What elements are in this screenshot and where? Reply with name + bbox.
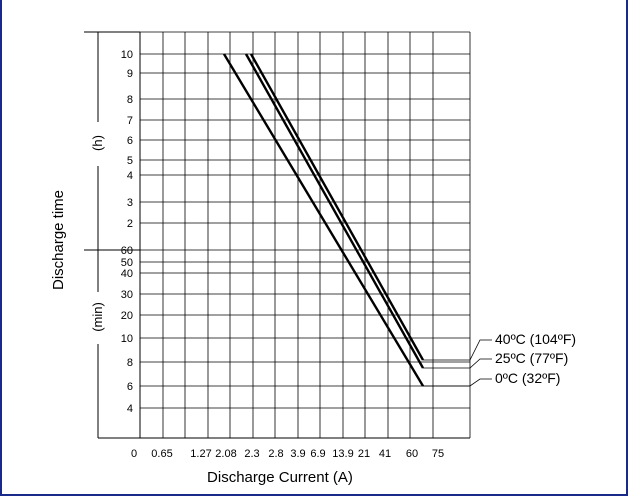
y-tick-label: 8 (127, 357, 133, 369)
axis-frame (84, 31, 470, 439)
series-lines (222, 53, 425, 387)
legend-label: 40ºC (104ºF) (495, 331, 576, 347)
x-tick-label: 60 (406, 448, 418, 460)
x-tick-label: 6.9 (310, 448, 325, 460)
x-tick-label: 2.8 (268, 448, 283, 460)
y-tick-label: 20 (121, 310, 133, 322)
y-tick-label: 40 (121, 268, 133, 280)
y-tick-label: 3 (127, 197, 133, 209)
x-tick-labels: 0 0.65 1.27 2.08 2.3 2.8 3.9 6.9 13.9 21 41 60 75 (131, 448, 444, 460)
y-tick-label: 7 (127, 115, 133, 127)
legend-leader (423, 358, 492, 369)
x-tick-label: 1.27 (190, 448, 211, 460)
x-axis-label: Discharge Current (A) (207, 469, 353, 486)
x-tick-label: 2.3 (244, 448, 259, 460)
x-tick-label: 13.9 (332, 448, 353, 460)
legend-leader (423, 339, 492, 361)
y-unit-minutes: (min) (90, 302, 105, 332)
legend-leader (423, 378, 492, 387)
x-tick-label: 41 (379, 448, 391, 460)
x-tick-label: 0 (131, 448, 137, 460)
y-tick-label: 2 (127, 218, 133, 230)
y-tick-label: 60 (121, 245, 133, 257)
series-line (222, 53, 425, 387)
x-tick-label: 21 (358, 448, 370, 460)
y-tick-label: 30 (121, 289, 133, 301)
x-tick-label: 75 (432, 448, 444, 460)
y-tick-label: 10 (121, 49, 133, 61)
y-tick-label: 4 (127, 170, 133, 182)
x-tick-label: 0.65 (151, 448, 172, 460)
y-tick-label: 50 (121, 257, 133, 269)
y-tick-label: 8 (127, 94, 133, 106)
x-tick-label: 3.9 (290, 448, 305, 460)
legend-label: 0ºC (32ºF) (495, 370, 560, 386)
y-unit-hours: (h) (90, 135, 105, 151)
y-tick-label: 5 (127, 155, 133, 167)
y-tick-label: 10 (121, 333, 133, 345)
y-tick-label: 6 (127, 135, 133, 147)
y-tick-label: 4 (127, 403, 133, 415)
series-line (244, 53, 425, 369)
chart-grid (139, 31, 471, 438)
legend-label: 25ºC (77ºF) (495, 350, 568, 366)
legend: 40ºC (104ºF) 25ºC (77ºF) 0ºC (32ºF) (423, 331, 576, 387)
x-tick-label: 2.08 (215, 448, 236, 460)
y-axis-label: Discharge time (50, 190, 67, 290)
y-tick-label: 9 (127, 68, 133, 80)
y-tick-label: 6 (127, 381, 133, 393)
series-line (249, 53, 425, 361)
